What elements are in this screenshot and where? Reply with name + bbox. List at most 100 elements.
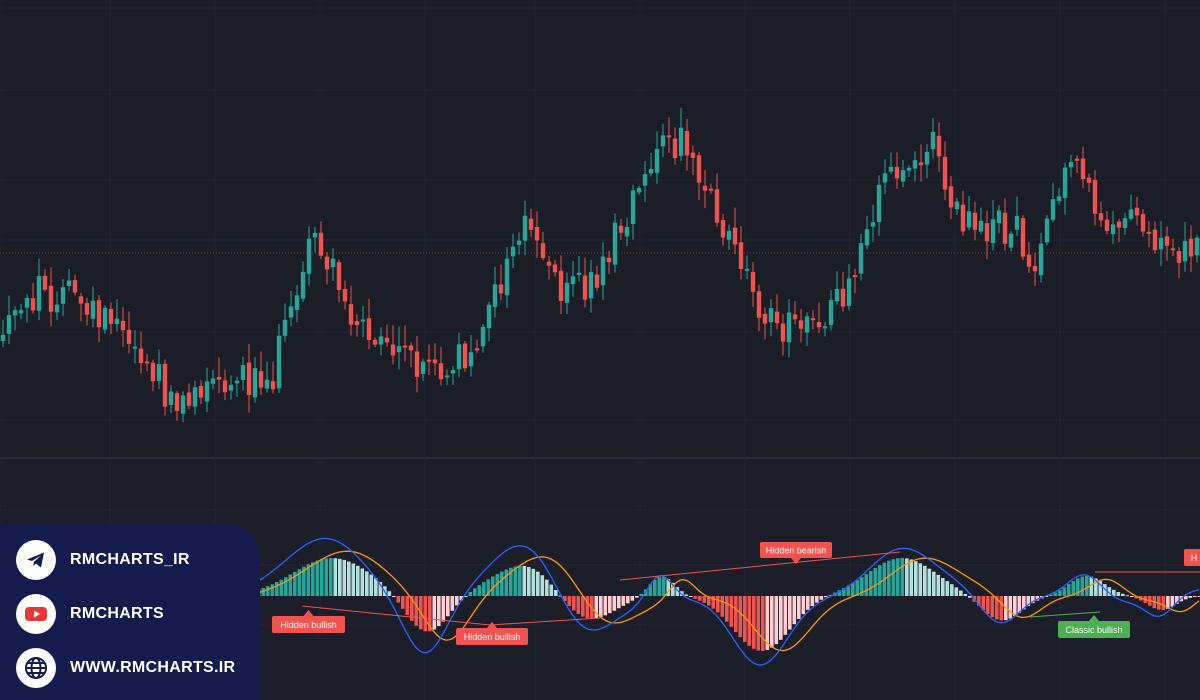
histogram-bar — [617, 596, 621, 609]
candle-body — [360, 319, 366, 322]
histogram-bar — [315, 560, 320, 596]
candle-body — [678, 127, 684, 156]
candle-body — [294, 295, 300, 311]
candle-body — [138, 348, 144, 363]
histogram-bar — [374, 578, 378, 596]
histogram-bar — [491, 576, 495, 596]
candle-body — [204, 381, 210, 402]
candle-body — [522, 215, 528, 241]
histogram-bar — [675, 587, 680, 596]
candle-body — [1038, 243, 1044, 276]
candle-body — [1056, 196, 1062, 201]
candle-body — [288, 306, 294, 318]
histogram-bar — [752, 596, 756, 649]
histogram-bar — [405, 596, 410, 616]
youtube-row[interactable]: RMCHARTS — [16, 594, 164, 634]
candle-body — [1128, 209, 1134, 219]
brand-card: RMCHARTS_IR RMCHARTS WWW.RMCHARTS.IR — [0, 524, 260, 700]
annotation-label: Hidden bullish — [464, 632, 521, 642]
histogram-bar — [1193, 596, 1197, 597]
candle-body — [684, 130, 690, 156]
candle-body — [582, 275, 588, 300]
candle-body — [426, 359, 432, 362]
candle-body — [624, 226, 630, 237]
candle-body — [660, 135, 666, 147]
annotation-label: Hidden bearish — [766, 546, 827, 556]
candle-body — [1086, 177, 1092, 183]
candle-body — [606, 257, 612, 263]
candle-body — [612, 222, 618, 265]
candle-body — [24, 297, 30, 308]
candle-body — [210, 378, 216, 384]
candle-body — [420, 361, 426, 375]
annotation-label: Classic bullish — [1065, 625, 1122, 635]
candle-body — [1122, 218, 1128, 228]
histogram-bar — [756, 596, 761, 651]
histogram-bar — [1044, 596, 1049, 597]
histogram-bar — [1049, 594, 1053, 596]
histogram-bar — [266, 586, 270, 596]
annotation-pointer — [487, 622, 497, 628]
histogram-bar — [900, 558, 905, 596]
candle-body — [348, 304, 354, 325]
histogram-bar — [513, 566, 518, 596]
histogram-bar — [842, 587, 846, 596]
telegram-row[interactable]: RMCHARTS_IR — [16, 540, 190, 580]
candle-body — [246, 362, 252, 396]
histogram-bar — [1053, 592, 1058, 596]
histogram-bar — [792, 596, 797, 625]
candle-body — [810, 318, 816, 321]
histogram-bar — [545, 579, 549, 596]
histogram-bar — [770, 596, 774, 648]
histogram-bar — [464, 595, 468, 597]
candle-body — [876, 184, 882, 222]
candle-body — [882, 173, 888, 183]
histogram-bar — [311, 562, 315, 596]
histogram-bar — [518, 565, 522, 596]
candle-body — [1020, 218, 1026, 257]
histogram-bar — [936, 574, 941, 596]
histogram-bar — [950, 584, 954, 596]
histogram-bar — [540, 575, 545, 596]
candle-body — [396, 346, 402, 353]
candle-body — [264, 379, 270, 389]
candle-body — [252, 368, 258, 398]
candle-body — [762, 313, 768, 324]
candle-body — [54, 304, 60, 313]
candle-body — [636, 187, 642, 193]
candle-body — [96, 300, 102, 328]
candle-body — [1074, 158, 1080, 161]
candle-body — [270, 381, 276, 390]
histogram-bar — [288, 574, 293, 596]
price-pane — [0, 0, 1200, 458]
candle-body — [72, 280, 78, 293]
candle-body — [780, 323, 786, 342]
histogram-bar — [1031, 596, 1035, 604]
histogram-bar — [558, 595, 563, 597]
histogram-bar — [630, 596, 635, 601]
divergence-line — [619, 551, 901, 581]
candle-body — [6, 315, 12, 334]
histogram-bar — [1085, 576, 1089, 596]
candle-body — [198, 385, 204, 398]
histogram-bar — [959, 590, 963, 596]
histogram-bar — [347, 561, 351, 596]
histogram-bar — [743, 596, 747, 642]
candle-body — [390, 344, 396, 356]
candle-body — [618, 225, 624, 233]
candle-body — [1110, 224, 1116, 234]
candle-body — [966, 211, 972, 228]
candle-body — [66, 280, 72, 287]
histogram-bar — [468, 591, 473, 596]
histogram-bar — [855, 580, 860, 596]
website-row[interactable]: WWW.RMCHARTS.IR — [16, 648, 235, 688]
candle-body — [864, 229, 870, 246]
histogram-bar — [810, 596, 815, 606]
histogram-bar — [306, 564, 311, 596]
histogram-bar — [554, 589, 558, 596]
histogram-bar — [284, 577, 288, 596]
candle-body — [690, 152, 696, 158]
candle-body — [540, 243, 546, 259]
candle-body — [510, 246, 516, 257]
